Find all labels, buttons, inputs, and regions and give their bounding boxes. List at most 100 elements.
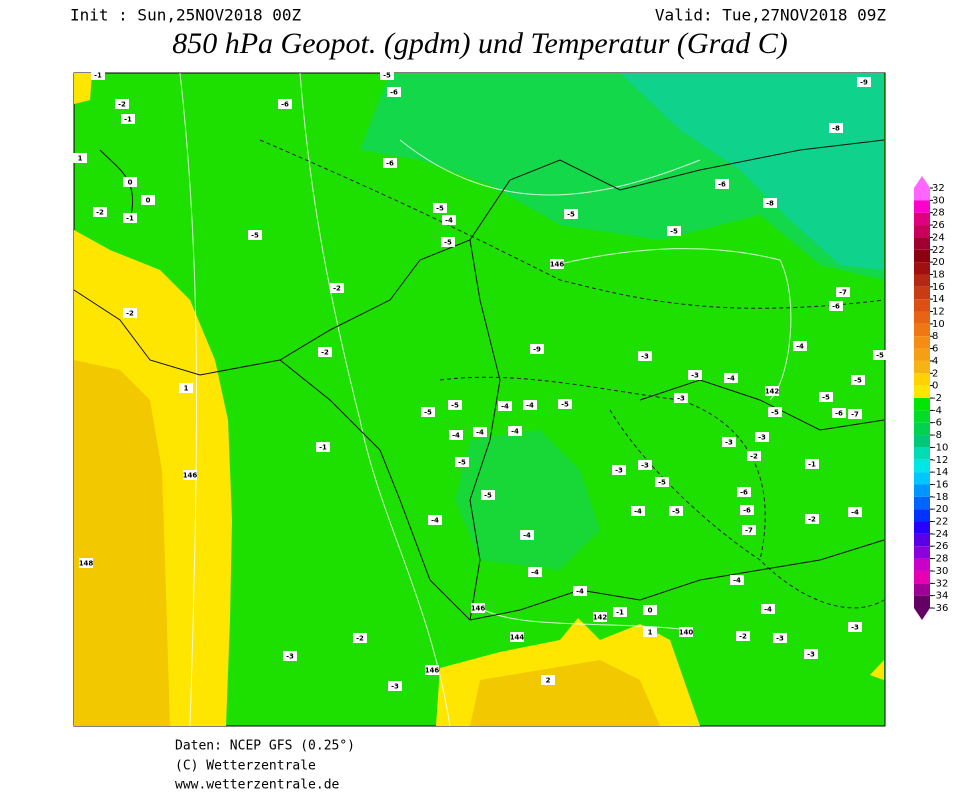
contour-label: -1 [126, 215, 134, 223]
colorbar-segment [914, 595, 930, 608]
init-time: Init : Sun,25NOV2018 00Z [70, 6, 302, 25]
label-box [873, 350, 887, 360]
contour-label: -4 [526, 402, 534, 410]
colorbar-arrow [914, 608, 930, 620]
label-box [679, 627, 693, 637]
colorbar-segment [914, 225, 930, 238]
colorbar-label: 6 [932, 344, 938, 355]
label-box [115, 99, 129, 109]
label-box [857, 77, 871, 87]
colorbar-label: -8 [932, 430, 942, 441]
map: -1-2-110-2-10-5-6-6-6-5-4-5-5-2-21-1-2-5… [73, 70, 887, 727]
contour-label: -4 [476, 429, 484, 437]
contour-label: -3 [391, 683, 399, 691]
label-box [740, 505, 754, 515]
contour-label: -6 [281, 101, 289, 109]
contour-label: -8 [766, 200, 774, 208]
contour-label: -4 [576, 588, 584, 596]
colorbar-label: 4 [932, 356, 938, 367]
label-box [541, 675, 555, 685]
contour-label: 148 [79, 560, 94, 568]
contour-label: 140 [679, 629, 694, 637]
contour-label: -4 [523, 532, 531, 540]
colorbar-segment [914, 546, 930, 559]
label-box [433, 203, 447, 213]
label-box [573, 586, 587, 596]
contour-label: -6 [835, 410, 843, 418]
contour-label: -1 [94, 72, 102, 80]
label-box [316, 442, 330, 452]
label-box [829, 301, 843, 311]
contour-label: 0 [146, 197, 151, 205]
label-box [768, 407, 782, 417]
colorbar-segment [914, 496, 930, 510]
label-box [421, 407, 435, 417]
contour-label: -2 [96, 209, 104, 217]
label-box [530, 344, 544, 354]
colorbar-label: -16 [932, 479, 948, 490]
label-box [612, 465, 626, 475]
colorbar-label: 16 [932, 282, 945, 293]
warm-area [870, 660, 884, 680]
contour-label: -4 [634, 508, 642, 516]
contour-label: -5 [436, 205, 444, 213]
label-box [508, 426, 522, 436]
contour-label: -7 [745, 527, 753, 535]
label-box [667, 226, 681, 236]
label-box [481, 490, 495, 500]
contour-label: 142 [593, 614, 608, 622]
contour-label: -5 [672, 508, 680, 516]
colorbar-segment [914, 435, 930, 448]
label-box [441, 237, 455, 247]
colorbar-label: -18 [932, 492, 948, 503]
label-box [737, 487, 751, 497]
contour-label: -5 [658, 479, 666, 487]
colorbar-label: 14 [932, 294, 945, 305]
contour-label: -5 [383, 72, 391, 80]
colorbar-segment [914, 558, 930, 571]
colorbar-segment [914, 472, 930, 485]
warmer-area [74, 360, 170, 726]
label-box [755, 432, 769, 442]
contour-label: 1 [184, 385, 189, 393]
contour-label: -3 [725, 439, 733, 447]
label-box [848, 622, 862, 632]
colorbar-label: -34 [932, 591, 948, 602]
contour-label: -3 [691, 372, 699, 380]
label-box [793, 341, 807, 351]
contour-label: -2 [356, 635, 364, 643]
contour-label: 1 [648, 629, 653, 637]
label-box [688, 370, 702, 380]
colorbar-arrow [914, 176, 930, 188]
contour-label: -5 [458, 459, 466, 467]
label-box [613, 607, 627, 617]
warmer-area [470, 660, 660, 726]
contour-label: -6 [740, 489, 748, 497]
label-box [631, 506, 645, 516]
contour-label: -7 [839, 289, 847, 297]
contour-label: 146 [550, 261, 565, 269]
label-box [123, 308, 137, 318]
label-box [736, 631, 750, 641]
contour-label: -5 [561, 401, 569, 409]
label-box [761, 604, 775, 614]
label-box [765, 386, 779, 396]
colorbar-segment [914, 286, 930, 300]
contour-label: -4 [511, 428, 519, 436]
contour-label: 146 [183, 472, 198, 480]
label-box [715, 179, 729, 189]
contour-label: -4 [431, 517, 439, 525]
contour-label: -3 [641, 353, 649, 361]
label-box [318, 347, 332, 357]
contour-label: -3 [641, 462, 649, 470]
colorbar-label: 12 [932, 307, 945, 318]
label-box [498, 401, 512, 411]
label-box [425, 665, 439, 675]
contour-label: 144 [510, 634, 525, 642]
label-box [523, 400, 537, 410]
contour-label: -5 [424, 409, 432, 417]
contour-label: -3 [615, 467, 623, 475]
colorbar-segment [914, 410, 930, 423]
colorbar-segment [914, 484, 930, 497]
